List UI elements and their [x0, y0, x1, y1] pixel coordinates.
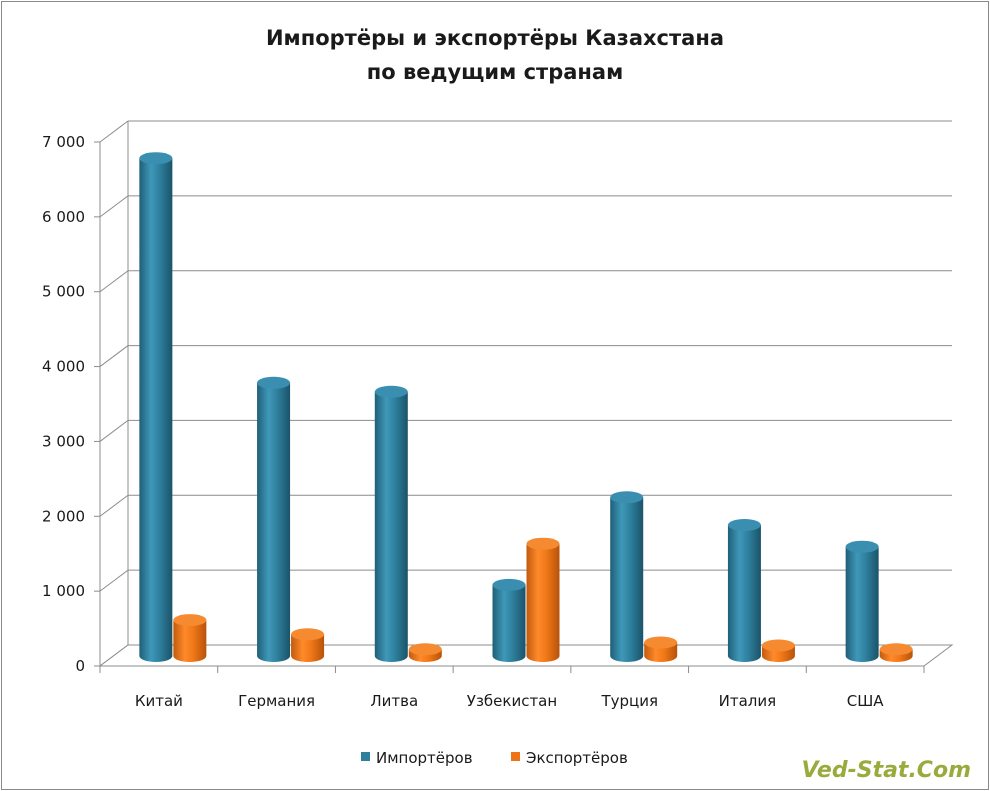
- bar-top: [845, 540, 879, 553]
- bar-top: [408, 643, 442, 656]
- bar: [727, 525, 761, 662]
- y-tick-label: 6 000: [42, 208, 85, 226]
- bar-top: [761, 639, 795, 652]
- legend-label-exports: Экспортёров: [526, 749, 628, 767]
- bar: [610, 497, 644, 662]
- legend-label-imports: Импортёров: [376, 749, 473, 767]
- x-tick-label: Италия: [719, 692, 777, 710]
- bar: [374, 391, 408, 662]
- gridline-side: [99, 494, 129, 517]
- bar: [257, 382, 291, 662]
- site-watermark: Ved-Stat.Com: [802, 758, 972, 783]
- bar-top: [374, 385, 408, 398]
- gridline-side: [99, 569, 129, 592]
- y-tick-label: 0: [75, 657, 85, 675]
- chart-floor: [98, 644, 954, 667]
- x-tick-label: Китай: [135, 692, 183, 710]
- x-tick-label: Литва: [370, 692, 418, 710]
- y-tick-label: 5 000: [42, 283, 85, 301]
- legend: Импортёров Экспортёров: [361, 749, 628, 767]
- chart-title-line-2: по ведущим странам: [367, 60, 624, 84]
- bar: [173, 620, 207, 662]
- gridline-side: [99, 270, 129, 293]
- bar-top: [492, 578, 526, 591]
- x-tick-label: Германия: [238, 692, 315, 710]
- y-tick-label: 2 000: [42, 507, 85, 525]
- bar-top: [291, 628, 325, 641]
- legend-swatch-exports: [511, 752, 520, 761]
- bar-top: [879, 643, 913, 656]
- bar: [526, 543, 560, 662]
- bar-top: [610, 491, 644, 504]
- bar: [139, 158, 173, 662]
- bar-top: [139, 152, 173, 165]
- bar: [291, 634, 325, 662]
- bar-top: [727, 519, 761, 531]
- bar-top: [257, 376, 291, 389]
- bar-top: [173, 614, 207, 627]
- y-tick-label: 4 000: [42, 358, 85, 376]
- y-tick-label: 1 000: [42, 582, 85, 600]
- bar-top: [526, 537, 560, 550]
- gridline-side: [99, 345, 129, 367]
- legend-swatch-imports: [361, 752, 370, 761]
- bar-top: [644, 636, 678, 649]
- x-tick-label: Узбекистан: [467, 692, 557, 710]
- gridline-side: [99, 195, 129, 218]
- x-tick-label: Турция: [600, 692, 658, 710]
- chart-title-line-1: Импортёры и экспортёры Казахстана: [266, 26, 724, 50]
- gridline-side: [99, 120, 129, 143]
- y-tick-label: 7 000: [42, 133, 85, 151]
- bar: [492, 584, 526, 662]
- bar: [845, 546, 879, 662]
- x-tick-label: США: [847, 692, 885, 710]
- gridline-side: [99, 420, 129, 442]
- y-tick-label: 3 000: [42, 432, 85, 450]
